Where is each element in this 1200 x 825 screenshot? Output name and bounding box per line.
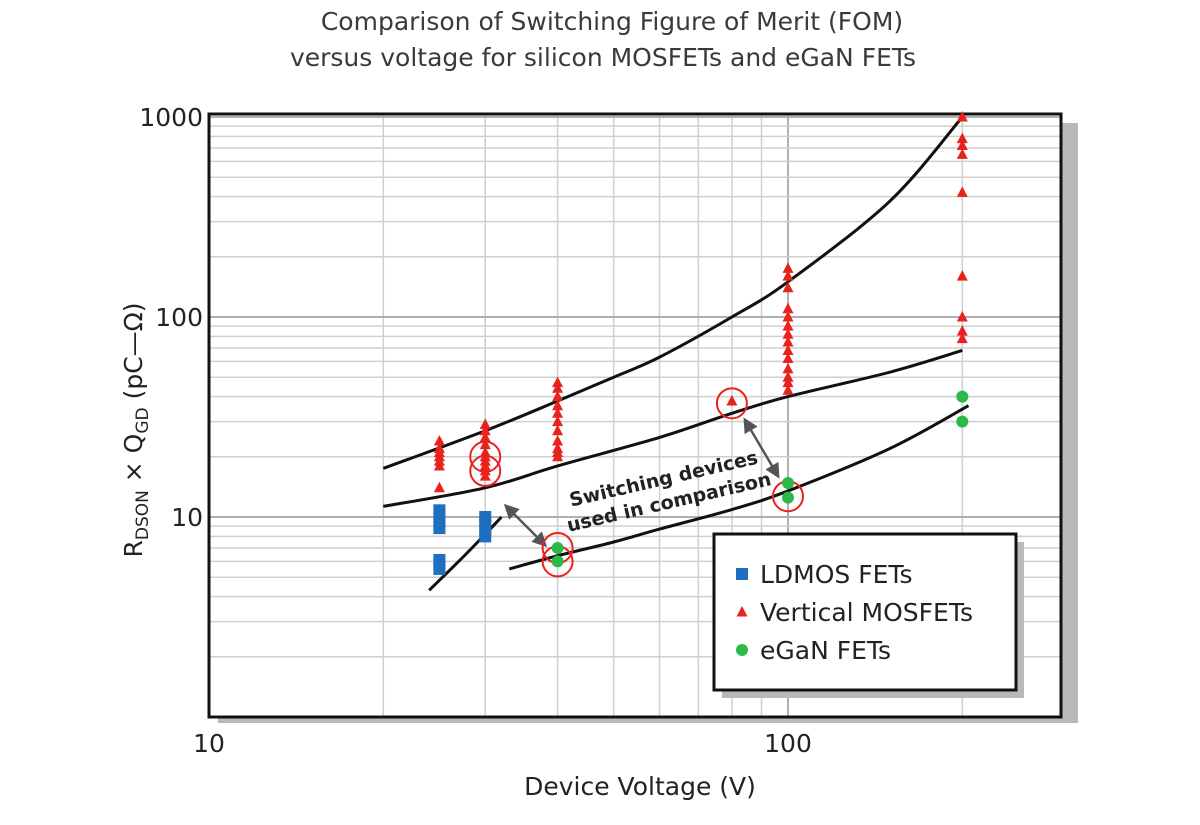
data-point-triangle bbox=[552, 399, 564, 411]
highlight-circle bbox=[715, 387, 748, 420]
legend-marker-triangle bbox=[736, 606, 748, 617]
data-point-square bbox=[433, 504, 446, 517]
legend-label: Vertical MOSFETs bbox=[760, 598, 973, 627]
data-point-triangle bbox=[956, 325, 968, 336]
data-point-triangle bbox=[552, 382, 564, 393]
annotation-arrows bbox=[503, 417, 780, 548]
data-point-triangle bbox=[479, 431, 491, 442]
annotation-arrow-right bbox=[743, 417, 780, 479]
legend-marker-circle bbox=[736, 644, 748, 656]
data-point-triangle bbox=[782, 344, 794, 355]
y-tick-label: 1000 bbox=[139, 103, 203, 132]
y-label-base: R bbox=[119, 540, 148, 557]
data-point-triangle bbox=[782, 362, 794, 374]
annotation-arrow-left bbox=[503, 503, 548, 548]
data-point-circle bbox=[956, 415, 969, 428]
data-point-triangle bbox=[479, 470, 491, 481]
data-point-triangle bbox=[782, 384, 794, 395]
legend-box bbox=[712, 532, 1018, 692]
chart-title-line-2: versus voltage for silicon MOSFETs and e… bbox=[290, 43, 916, 72]
data-point-triangle bbox=[552, 376, 564, 388]
data-point-triangle bbox=[782, 302, 794, 314]
legend-label: eGaN FETs bbox=[760, 636, 891, 665]
data-point-triangle bbox=[782, 281, 794, 293]
legend: LDMOS FETs Vertical MOSFETs eGaN FETs bbox=[712, 532, 1024, 698]
data-point-triangle bbox=[726, 395, 738, 406]
y-tick-label: 10 bbox=[171, 503, 203, 532]
data-point-triangle bbox=[552, 407, 564, 418]
data-point-triangle bbox=[782, 371, 794, 382]
y-axis-label: RDSON × QGD (pC—Ω) bbox=[119, 302, 153, 557]
data-point-triangle bbox=[956, 139, 968, 151]
data-point-square bbox=[433, 553, 446, 566]
data-point-triangle bbox=[552, 424, 564, 436]
x-tick-label: 10 bbox=[193, 729, 225, 758]
data-point-circle bbox=[551, 541, 564, 554]
data-point-triangle bbox=[956, 332, 968, 344]
y-label-mid: × Q bbox=[119, 434, 148, 491]
data-point-triangle bbox=[782, 335, 794, 347]
data-point-triangle bbox=[479, 446, 491, 458]
data-point-circle bbox=[782, 491, 794, 504]
data-point-triangle bbox=[956, 111, 968, 122]
trend-line bbox=[383, 349, 963, 508]
data-point-triangle bbox=[479, 424, 491, 436]
data-point-triangle bbox=[433, 442, 445, 454]
data-point-triangle bbox=[782, 352, 794, 364]
data-point-triangle bbox=[956, 186, 968, 197]
chart-title-line-1: Comparison of Switching Figure of Merit … bbox=[321, 7, 903, 36]
data-point-triangle bbox=[782, 328, 794, 339]
trend-line bbox=[428, 515, 503, 592]
data-point-triangle bbox=[782, 311, 794, 322]
data-point-triangle bbox=[782, 262, 794, 273]
data-point-triangle bbox=[782, 376, 794, 388]
x-axis-label: Device Voltage (V) bbox=[524, 772, 756, 801]
legend-marker-square bbox=[736, 568, 748, 580]
data-point-circle bbox=[782, 476, 794, 489]
data-points bbox=[433, 111, 969, 575]
data-point-triangle bbox=[552, 442, 564, 454]
data-point-square bbox=[479, 511, 492, 523]
data-point-triangle bbox=[956, 148, 968, 159]
trend-line bbox=[382, 116, 964, 470]
data-point-circle bbox=[956, 390, 969, 403]
y-tick-label: 100 bbox=[155, 303, 203, 332]
data-point-triangle bbox=[782, 320, 794, 331]
plot-frame bbox=[207, 112, 1063, 719]
x-tick-label: 100 bbox=[764, 729, 812, 758]
data-point-triangle bbox=[552, 415, 564, 427]
data-point-circle bbox=[551, 555, 564, 568]
y-label-tail: (pC—Ω) bbox=[119, 302, 148, 407]
data-point-triangle bbox=[479, 438, 491, 450]
data-point-triangle bbox=[782, 270, 794, 281]
data-point-triangle bbox=[433, 434, 445, 446]
data-point-triangle bbox=[956, 270, 968, 281]
data-point-triangle bbox=[433, 481, 445, 493]
legend-label: LDMOS FETs bbox=[760, 560, 913, 589]
data-point-triangle bbox=[552, 434, 564, 446]
y-label-sub-1: DSON bbox=[133, 490, 153, 540]
tick-labels: 10 100 10 100 1000 bbox=[139, 103, 811, 758]
data-point-triangle bbox=[956, 311, 968, 322]
data-point-triangle bbox=[552, 390, 564, 402]
y-label-sub-2: GD bbox=[133, 407, 153, 433]
data-point-triangle bbox=[479, 418, 491, 430]
data-point-triangle bbox=[956, 132, 968, 144]
